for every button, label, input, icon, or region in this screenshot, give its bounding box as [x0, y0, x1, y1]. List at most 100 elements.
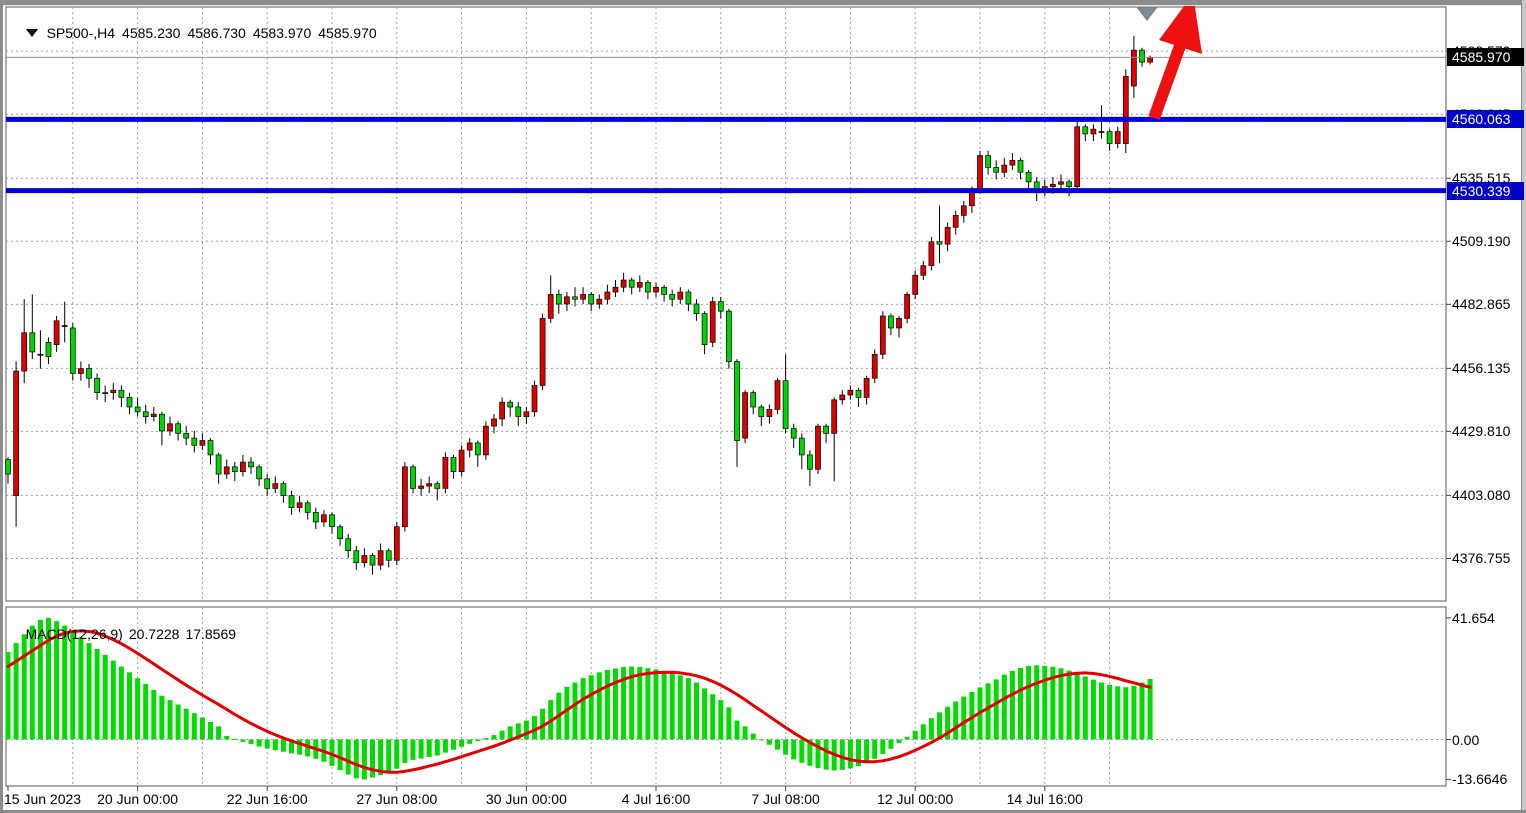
macd-histogram-bar [1115, 686, 1121, 740]
candle-body [815, 425, 821, 470]
candle-body [782, 380, 789, 429]
candle-body [491, 418, 497, 427]
macd-histogram-bar [410, 739, 416, 760]
macd-histogram-bar [807, 739, 813, 766]
candle-body [466, 442, 473, 451]
price-axis-label: 4376.755 [1452, 550, 1511, 567]
candle-body [742, 392, 748, 439]
candle-body [580, 294, 586, 300]
macd-histogram-bar [718, 700, 724, 740]
time-axis-label: 15 Jun 2023 [4, 791, 82, 807]
macd-histogram-bar [345, 739, 351, 775]
candle-body [458, 449, 465, 473]
macd-histogram-bar [1107, 684, 1113, 740]
macd-label: MACD(12,26,9) [25, 626, 123, 642]
candle-body [564, 296, 570, 305]
macd-histogram-bar [613, 668, 618, 740]
up-arrow-head-icon[interactable] [1159, 0, 1202, 54]
candle-body [790, 428, 797, 439]
time-axis-label: 30 Jun 00:00 [485, 791, 567, 807]
macd-histogram-bar [54, 621, 60, 740]
candle-body [1050, 183, 1056, 187]
macd-histogram-bar [118, 666, 124, 740]
candle-body [726, 310, 732, 362]
macd-histogram-bar [280, 739, 286, 752]
level-price-tag: 4560.063 [1447, 110, 1524, 129]
candle-body [847, 389, 854, 396]
candle-body [734, 361, 740, 441]
chart-shift-marker-icon[interactable] [1135, 6, 1159, 21]
candle-body [653, 286, 659, 293]
candle-body [272, 483, 279, 489]
macd-histogram-bar [1090, 679, 1096, 740]
macd-histogram-bar [880, 739, 886, 755]
macd-histogram-bar [37, 619, 43, 740]
candle-body [798, 437, 805, 456]
candle-body [110, 389, 117, 393]
candle-body [928, 241, 935, 267]
candle-body [1098, 131, 1105, 133]
macd-histogram-bar [394, 739, 400, 769]
price-axis-label: 4456.135 [1452, 360, 1511, 377]
macd-histogram-bar [1018, 667, 1023, 740]
macd-histogram-bar [742, 726, 748, 740]
candle-body [102, 392, 109, 394]
macd-histogram-bar [734, 720, 740, 740]
macd-histogram-bar [758, 739, 764, 741]
candle-body [426, 483, 433, 487]
candle-body [758, 406, 765, 417]
macd-histogram-bar [418, 739, 424, 759]
macd-histogram-bar [191, 713, 197, 740]
macd-histogram-bar [791, 739, 797, 760]
macd-histogram-bar [710, 694, 716, 740]
macd-histogram-bar [297, 739, 303, 755]
level-price-tag: 4530.339 [1447, 181, 1524, 200]
window-frame-top [0, 0, 1526, 6]
candle-body [1139, 49, 1145, 63]
macd-histogram-bar [426, 739, 432, 758]
candle-body [669, 294, 676, 300]
macd-histogram-bar [378, 739, 384, 776]
candle-body [523, 411, 530, 417]
macd-histogram-bar [86, 643, 92, 740]
candle-body [985, 155, 991, 168]
candle-body [215, 454, 222, 475]
candle-body [134, 406, 141, 413]
macd-histogram-bar [856, 739, 861, 767]
candle-body [685, 291, 692, 305]
candle-body [410, 466, 416, 489]
macd-histogram-bar [1139, 682, 1145, 740]
macd-histogram-bar [783, 739, 789, 755]
ohlc-open: 4585.230 [122, 25, 181, 41]
candle-body [693, 303, 700, 314]
macd-histogram-bar [21, 634, 27, 740]
up-arrow-annotation[interactable] [1148, 43, 1186, 121]
macd-histogram-bar [232, 738, 238, 740]
macd-histogram-bar [637, 667, 643, 740]
macd-histogram-bar [920, 724, 926, 740]
macd-histogram-bar [1099, 682, 1104, 740]
candle-body [717, 301, 724, 312]
time-axis-label: 4 Jul 16:00 [621, 791, 691, 807]
candle-body [61, 325, 68, 327]
candle-body [1001, 164, 1008, 173]
candle-body [248, 461, 254, 468]
macd-histogram-bar [1147, 678, 1153, 740]
candle-body [888, 315, 894, 329]
candle-body [1114, 131, 1121, 144]
macd-histogram-bar [199, 717, 205, 740]
candle-body [418, 485, 424, 489]
macd-signal-line [6, 629, 1152, 774]
time-axis-label: 12 Jul 00:00 [877, 791, 954, 807]
candle-body [142, 411, 149, 417]
macd-histogram-bar [46, 617, 51, 740]
candle-body [879, 315, 886, 355]
time-axis-label: 14 Jul 16:00 [1006, 791, 1083, 807]
candle-body [345, 538, 352, 552]
window-frame-bottom [0, 810, 1526, 813]
candle-body [766, 409, 773, 417]
macd-histogram-bar [135, 678, 141, 740]
macd-histogram-bar [434, 739, 440, 756]
candle-body [863, 377, 870, 398]
